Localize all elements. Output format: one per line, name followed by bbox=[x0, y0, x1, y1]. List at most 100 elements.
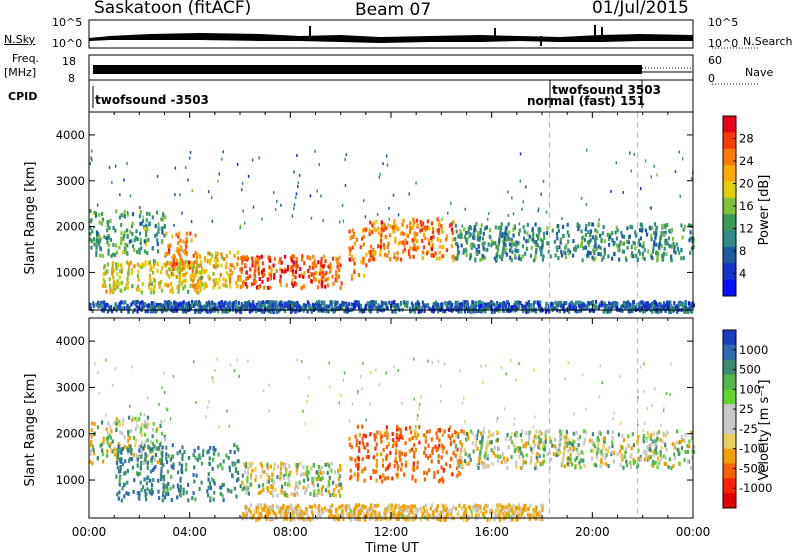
velocity-echo-cell bbox=[665, 447, 668, 452]
power-echo-cell bbox=[420, 306, 423, 310]
velocity-echo-cell bbox=[360, 469, 363, 474]
power-echo-cell bbox=[358, 305, 361, 310]
power-echo-cell bbox=[129, 229, 132, 234]
power-echo-cell bbox=[144, 260, 147, 265]
power-echo-cell bbox=[177, 241, 180, 246]
velocity-echo-cell bbox=[520, 451, 523, 456]
power-echo-cell bbox=[577, 244, 580, 249]
power-echo-cell bbox=[362, 234, 365, 239]
velocity-echo-cell bbox=[146, 487, 149, 492]
velocity-echo-cell bbox=[322, 470, 325, 475]
power-scatter-cell bbox=[633, 152, 635, 156]
power-echo-cell bbox=[149, 278, 153, 283]
power-echo-cell bbox=[481, 242, 484, 247]
velocity-echo-cell bbox=[395, 448, 398, 453]
power-echo-cell bbox=[594, 238, 597, 243]
velocity-echo-cell bbox=[452, 504, 455, 509]
power-echo-cell bbox=[293, 302, 296, 307]
power-echo-cell bbox=[168, 274, 171, 279]
power-echo-cell bbox=[366, 301, 369, 306]
velocity-echo-cell bbox=[604, 455, 607, 460]
velocity-echo-cell bbox=[410, 504, 413, 509]
power-echo-cell bbox=[153, 261, 156, 266]
power-scatter-cell bbox=[293, 203, 296, 207]
power-echo-cell bbox=[564, 251, 567, 256]
power-echo-cell bbox=[628, 234, 631, 239]
power-echo-cell bbox=[608, 242, 611, 247]
power-echo-cell bbox=[160, 266, 164, 271]
power-echo-cell bbox=[146, 303, 149, 308]
power-echo-cell bbox=[270, 304, 273, 308]
power-echo-cell bbox=[626, 245, 629, 250]
power-echo-cell bbox=[153, 288, 156, 293]
power-echo-cell bbox=[97, 300, 100, 305]
velocity-echo-cell bbox=[399, 458, 402, 462]
power-echo-cell bbox=[195, 289, 198, 294]
power-echo-cell bbox=[256, 259, 259, 264]
velocity-echo-cell bbox=[479, 449, 482, 454]
power-echo-cell bbox=[583, 237, 586, 242]
velocity-echo-cell bbox=[391, 444, 395, 448]
power-echo-cell bbox=[608, 301, 611, 306]
power-echo-cell bbox=[507, 236, 511, 241]
power-echo-cell bbox=[642, 241, 645, 246]
power-echo-cell bbox=[115, 243, 118, 248]
power-echo-cell bbox=[352, 257, 355, 262]
power-echo-cell bbox=[285, 283, 288, 288]
power-echo-cell bbox=[642, 309, 645, 314]
power-echo-cell bbox=[167, 283, 170, 288]
velocity-echo-cell bbox=[160, 461, 163, 466]
power-echo-cell bbox=[102, 277, 105, 282]
power-echo-cell bbox=[387, 250, 390, 255]
power-echo-cell bbox=[613, 252, 616, 256]
velocity-echo-cell bbox=[657, 430, 661, 435]
power-echo-cell bbox=[531, 234, 534, 239]
power-echo-cell bbox=[542, 231, 546, 236]
velocity-echo-cell bbox=[118, 457, 121, 462]
velocity-echo-cell bbox=[166, 488, 169, 493]
power-echo-cell bbox=[586, 240, 590, 245]
power-echo-cell bbox=[536, 233, 539, 238]
velocity-echo-cell bbox=[387, 442, 390, 447]
velocity-echo-cell bbox=[233, 486, 236, 491]
power-echo-cell bbox=[171, 263, 174, 268]
power-echo-cell bbox=[499, 303, 502, 308]
power-echo-cell bbox=[406, 234, 410, 239]
power-echo-cell bbox=[178, 284, 181, 289]
velocity-echo-cell bbox=[426, 430, 429, 434]
power-echo-cell bbox=[319, 266, 322, 271]
velocity-echo-cell bbox=[430, 459, 433, 464]
power-echo-cell bbox=[252, 303, 255, 308]
velocity-echo-cell bbox=[150, 487, 153, 492]
velocity-echo-cell bbox=[207, 485, 210, 490]
velocity-echo-cell bbox=[106, 453, 109, 458]
power-echo-cell bbox=[429, 244, 432, 249]
power-echo-cell bbox=[397, 227, 400, 232]
power-echo-cell bbox=[467, 306, 470, 311]
power-echo-cell bbox=[405, 301, 408, 306]
power-echo-cell bbox=[194, 260, 197, 264]
power-echo-cell bbox=[287, 300, 290, 305]
power-echo-cell bbox=[225, 271, 229, 275]
velocity-echo-cell bbox=[491, 461, 494, 466]
velocity-echo-cell bbox=[320, 510, 324, 515]
power-echo-cell bbox=[228, 280, 232, 285]
power-echo-cell bbox=[380, 300, 383, 305]
power-scatter-cell bbox=[96, 203, 99, 207]
power-echo-cell bbox=[420, 223, 423, 228]
velocity-echo-cell bbox=[442, 445, 445, 450]
velocity-echo-cell bbox=[159, 424, 162, 429]
power-echo-cell bbox=[196, 252, 199, 257]
power-echo-cell bbox=[580, 242, 583, 247]
power-echo-cell bbox=[581, 258, 584, 263]
power-echo-cell bbox=[430, 253, 433, 258]
velocity-echo-cell bbox=[449, 436, 452, 440]
power-echo-cell bbox=[182, 286, 185, 291]
power-scatter-cell bbox=[258, 156, 260, 160]
velocity-echo-cell bbox=[105, 436, 108, 441]
power-echo-cell bbox=[544, 306, 547, 311]
power-echo-cell bbox=[448, 306, 451, 311]
power-echo-cell bbox=[103, 264, 107, 269]
velocity-echo-cell bbox=[471, 431, 474, 436]
power-echo-cell bbox=[448, 223, 451, 228]
